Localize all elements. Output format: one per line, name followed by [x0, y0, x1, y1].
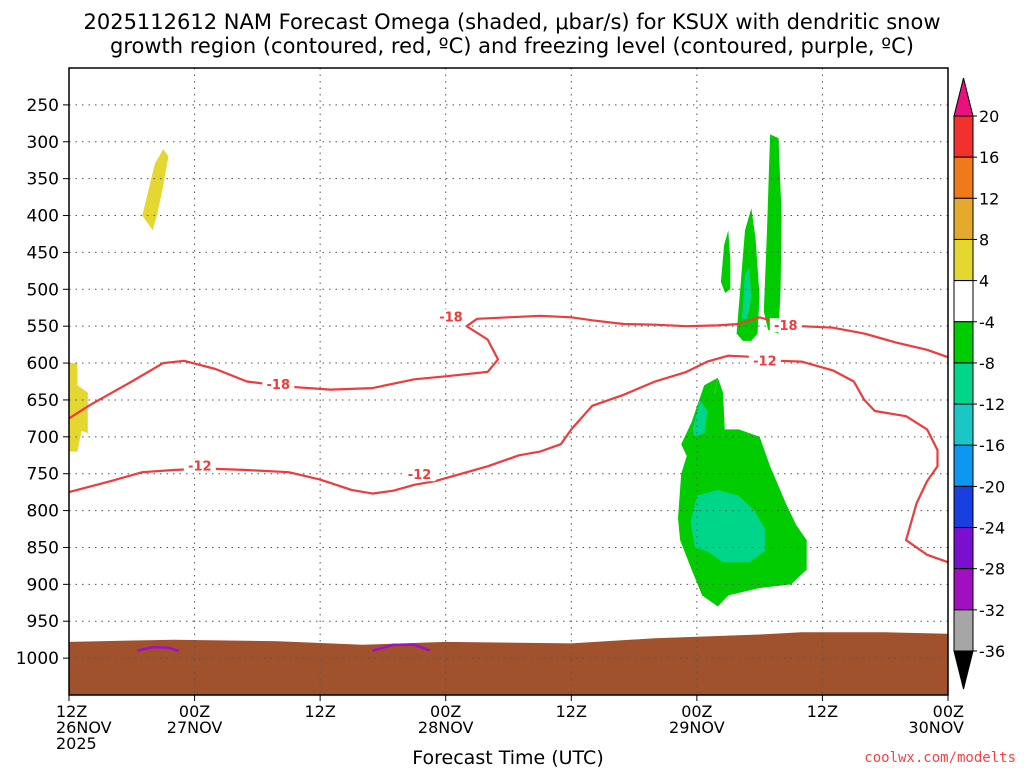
contour-label: -12 [408, 468, 432, 483]
colorbar-label: -32 [979, 601, 1005, 620]
pressure-axis: 250 300 350 400 450 500 550 600 650 700 750 800 850 9… [16, 96, 69, 669]
temperature-contour-line [68, 314, 949, 420]
colorbar-label: 16 [979, 148, 999, 167]
temperature-contour-line [68, 354, 949, 564]
colorbar-label: -12 [979, 395, 1005, 414]
colorbar-swatch [953, 280, 974, 323]
x-tick-label: 00Z [681, 702, 712, 721]
plot-frame [68, 67, 949, 696]
colorbar-swatch [953, 403, 974, 446]
credit-text: coolwx.com/modelts [864, 750, 1016, 766]
grid-lines [69, 68, 948, 695]
omega-region [741, 267, 752, 319]
x-tick-label: 00Z [179, 702, 210, 721]
ground-layer [69, 632, 948, 695]
omega-region [690, 489, 765, 563]
y-tick-label: 750 [27, 465, 59, 485]
x-tick-label: 12Z [807, 702, 838, 721]
y-tick-label: 900 [27, 575, 59, 595]
colorbar-swatch [953, 115, 974, 158]
y-tick-label: 650 [27, 391, 59, 411]
y-tick-label: 700 [27, 428, 59, 448]
colorbar-label: -20 [979, 477, 1005, 496]
contour-label-bg [769, 318, 802, 333]
y-tick-label: 350 [27, 170, 59, 190]
y-tick-label: 600 [27, 354, 59, 374]
colorbar-label: 20 [979, 107, 999, 126]
y-tick-label: 850 [27, 538, 59, 558]
contour-label: -18 [774, 319, 798, 334]
y-tick-label: 250 [27, 96, 59, 116]
contour-label-bg [262, 377, 295, 392]
x-tick-label: 2025 [56, 734, 97, 753]
colorbar-swatch [953, 362, 974, 405]
colorbar-swatch [953, 444, 974, 487]
x-tick-label: 26NOV [56, 718, 112, 737]
colorbar-swatch [953, 568, 974, 611]
omega-region [69, 363, 88, 452]
x-tick-label: 00Z [933, 702, 964, 721]
colorbar-label: -8 [979, 354, 995, 373]
contour-label-bg [183, 458, 216, 473]
colorbar-label: 4 [979, 272, 989, 291]
y-tick-label: 450 [27, 243, 59, 263]
colorbar-swatch [953, 238, 974, 282]
omega-shading-layer [69, 134, 807, 607]
y-tick-label: 1000 [16, 649, 59, 669]
colorbar-swatch [953, 609, 974, 652]
colorbar-label: -24 [979, 519, 1005, 538]
x-tick-label: 29NOV [669, 718, 725, 737]
colorbar-label: -4 [979, 313, 995, 332]
x-tick-label: 12Z [304, 702, 335, 721]
x-tick-label: 00Z [430, 702, 461, 721]
y-tick-label: 400 [27, 207, 59, 227]
contour-label: -18 [267, 378, 291, 393]
contour-label-bg [403, 467, 436, 482]
omega-region [763, 134, 782, 334]
x-tick-label: 12Z [556, 702, 587, 721]
colorbar-legend: 20 16 12 8 4 -4 -8 -12 -16 -20 -24 -28 -32 -36 [953, 77, 1005, 690]
chart-title-line-1: 2025112612 NAM Forecast Omega (shaded, μ… [83, 10, 941, 34]
y-tick-label: 500 [27, 280, 59, 300]
x-tick-label: 12Z [56, 702, 87, 721]
x-axis-label: Forecast Time (UTC) [412, 747, 603, 768]
colorbar-lower-arrow [953, 650, 974, 690]
colorbar-label: -36 [979, 642, 1005, 661]
contour-label: -12 [753, 355, 777, 370]
colorbar-label: -28 [979, 560, 1005, 579]
x-tick-label: 28NOV [418, 718, 474, 737]
x-tick-label: 27NOV [167, 718, 223, 737]
colorbar-upper-arrow [953, 77, 974, 117]
y-tick-label: 800 [27, 502, 59, 522]
colorbar-swatch [953, 485, 974, 529]
colorbar-swatch [953, 321, 974, 364]
y-tick-label: 300 [27, 133, 59, 153]
contour-label-bg [434, 309, 467, 324]
freezing-level-contours [136, 643, 431, 652]
freezing-level-line [372, 643, 431, 652]
colorbar-label: -16 [979, 436, 1005, 455]
y-tick-label: 950 [27, 612, 59, 632]
chart-title-line-2: growth region (contoured, red, ºC) and f… [110, 34, 914, 58]
colorbar-label: 8 [979, 230, 989, 249]
colorbar-label: 12 [979, 189, 999, 208]
y-tick-label: 550 [27, 317, 59, 337]
ground-surface [69, 632, 948, 695]
omega-region [142, 149, 169, 231]
omega-region [720, 230, 731, 293]
colorbar-swatch [953, 156, 974, 199]
colorbar-swatch [953, 527, 974, 570]
contour-label: -12 [188, 459, 212, 474]
x-tick-label: 30NOV [908, 718, 964, 737]
freezing-level-line [136, 645, 180, 652]
colorbar-swatch [953, 197, 974, 240]
temperature-contours: -18 -12 -12 -18 -12 -18 [68, 309, 949, 564]
contour-label-bg [748, 353, 781, 368]
contour-label: -18 [439, 310, 463, 325]
omega-region [692, 399, 708, 445]
